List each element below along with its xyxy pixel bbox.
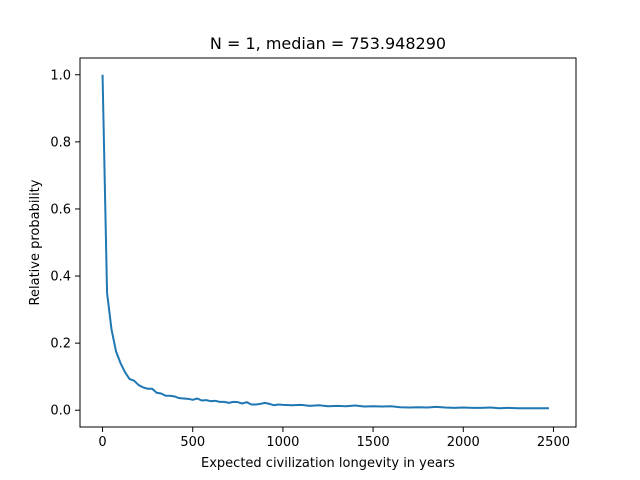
x-tick-label: 1000 <box>266 435 299 450</box>
y-tick-label: 0.2 <box>50 337 71 352</box>
x-tick-label: 1500 <box>357 435 390 450</box>
x-tick-label: 2000 <box>447 435 480 450</box>
x-tick-label: 500 <box>180 435 205 450</box>
x-tick-label: 2500 <box>537 435 570 450</box>
y-tick-label: 1.0 <box>50 68 71 83</box>
y-axis-label: Relative probability <box>28 179 43 305</box>
plot-area-frame <box>79 57 577 428</box>
x-axis-label: Expected civilization longevity in years <box>201 456 455 471</box>
y-tick-label: 0.8 <box>50 135 71 150</box>
series-line <box>101 74 549 410</box>
x-axis-ticks: 0 500 1000 1500 2000 2500 <box>98 427 570 450</box>
y-tick-label: 0.6 <box>50 202 71 217</box>
y-tick-label: 0.4 <box>50 270 71 285</box>
chart-title: N = 1, median = 753.948290 <box>210 34 446 53</box>
x-tick-label: 0 <box>98 435 106 450</box>
y-tick-label: 0.0 <box>50 404 71 419</box>
y-axis-ticks: 0.0 0.2 0.4 0.6 0.8 1.0 <box>50 68 80 419</box>
